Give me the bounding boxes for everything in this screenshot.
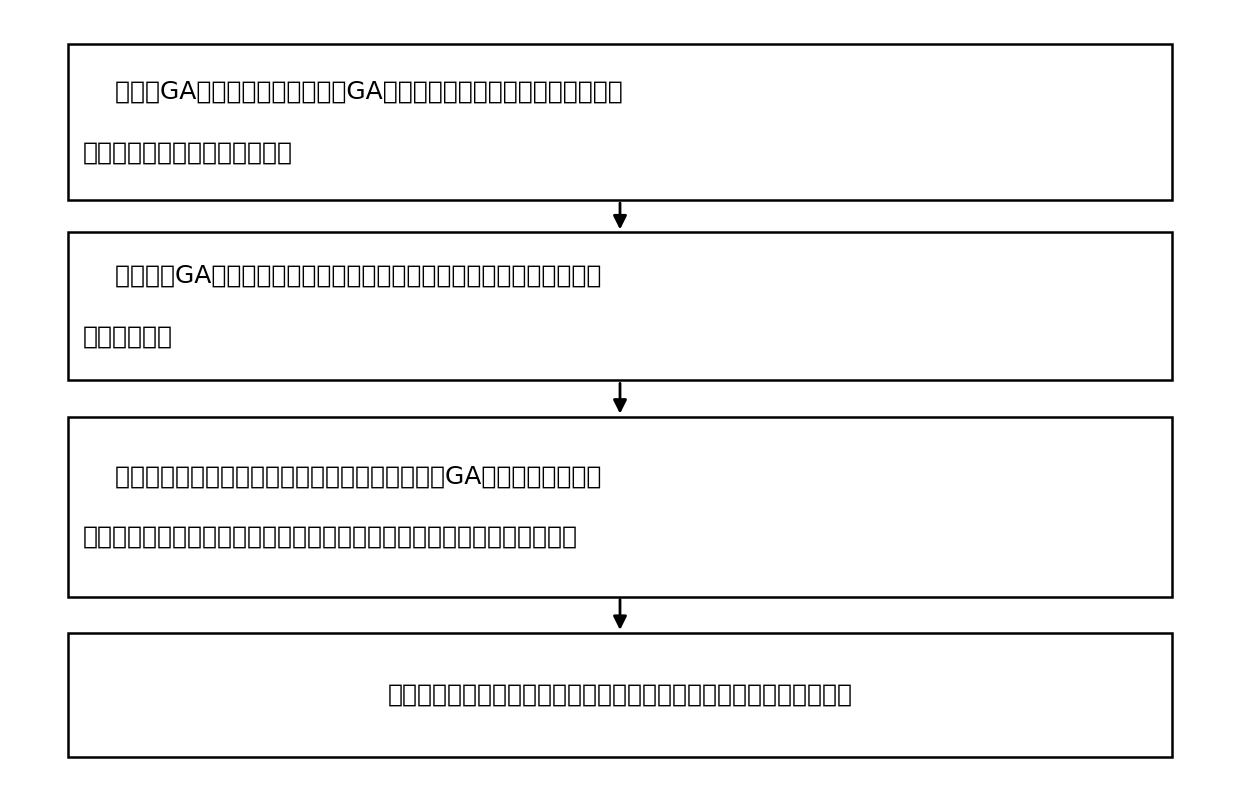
Text: 初始化GA算法参数；其中，所述GA算法参数包括种群个数，最大繁衍代: 初始化GA算法参数；其中，所述GA算法参数包括种群个数，最大繁衍代 [83,80,622,103]
FancyArrowPatch shape [615,383,625,411]
Text: 若判断更新的种群的遗传代数小于所述最大繁衍代数，则重复更新种群: 若判断更新的种群的遗传代数小于所述最大繁衍代数，则重复更新种群 [387,683,853,706]
FancyBboxPatch shape [68,232,1172,380]
FancyBboxPatch shape [68,44,1172,200]
Text: 体集合的种群: 体集合的种群 [83,325,174,348]
FancyBboxPatch shape [68,633,1172,757]
FancyArrowPatch shape [615,203,625,227]
Text: 计算所述种群所有个体的个体适应度，并根据所述GA算法参数和所述个: 计算所述种群所有个体的个体适应度，并根据所述GA算法参数和所述个 [83,465,601,488]
Text: 根据所述GA算法参数生成包括阵元排布染色体集合和发射信号序列染色: 根据所述GA算法参数生成包括阵元排布染色体集合和发射信号序列染色 [83,264,601,288]
FancyArrowPatch shape [615,599,625,627]
Text: 体适应度对所述种群进行选择操作、交叉操作、变异操作，得到更新的种群: 体适应度对所述种群进行选择操作、交叉操作、变异操作，得到更新的种群 [83,525,578,549]
FancyBboxPatch shape [68,417,1172,597]
Text: 数，选择个体数以及交叉个体数: 数，选择个体数以及交叉个体数 [83,141,293,164]
